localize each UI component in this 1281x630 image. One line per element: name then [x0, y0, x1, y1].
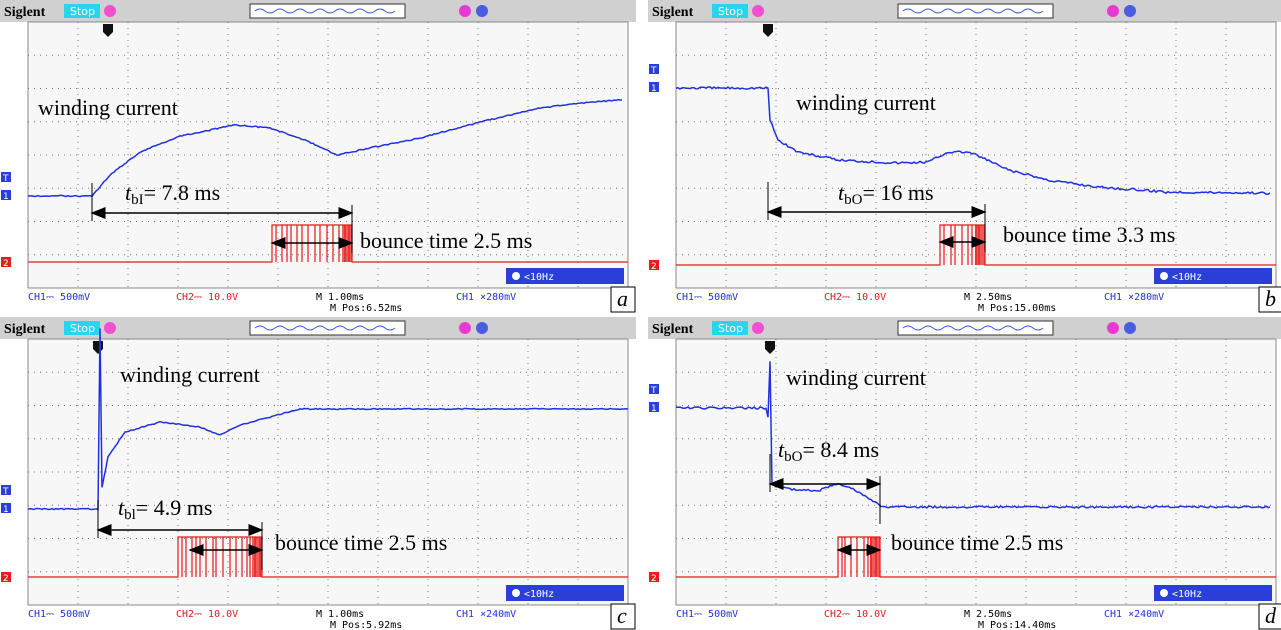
filter-icon — [1160, 272, 1168, 280]
marker: 2 — [3, 259, 9, 269]
bounce-fill — [975, 225, 985, 265]
status: Stop — [70, 322, 95, 335]
marker: 1 — [3, 505, 9, 515]
t-value: = 7.8 ms — [144, 180, 221, 205]
footer-trigger: CH1 ⨯240mV — [456, 609, 516, 620]
marker: T — [650, 66, 657, 76]
icon — [459, 5, 471, 17]
status: Stop — [718, 5, 743, 18]
footer-ch1: CH1⎓ 500mV — [676, 609, 738, 620]
filter: <10Hz — [1172, 272, 1202, 283]
memory-bar — [250, 4, 405, 18]
memory-bar — [250, 321, 405, 335]
memory-bar — [898, 321, 1053, 335]
icon — [104, 5, 116, 17]
brand: Siglent — [4, 322, 46, 337]
bounce-label: bounce time 2.5 ms — [891, 530, 1063, 555]
filter-icon — [1160, 589, 1168, 597]
icon — [752, 322, 764, 334]
footer-ch2: CH2⎓ 10.0V — [824, 609, 886, 620]
filter: <10Hz — [1172, 589, 1202, 600]
annotation: winding current — [38, 95, 178, 120]
footer-trigger: CH1 ⨯280mV — [456, 292, 516, 303]
marker: 1 — [651, 404, 657, 414]
bounce-label: bounce time 2.5 ms — [275, 530, 447, 555]
t-value: = 4.9 ms — [136, 495, 213, 520]
panel-letter: d — [1265, 603, 1277, 628]
scope-panel: SiglentStopT12winding currenttbO= 8.4 ms… — [648, 317, 1281, 630]
brand: Siglent — [652, 322, 694, 337]
bounce-fill — [252, 537, 262, 577]
t-sub: bI — [131, 192, 144, 208]
annotation: winding current — [120, 362, 260, 387]
marker: T — [2, 174, 9, 184]
brand: Siglent — [652, 5, 694, 20]
bounce-fill — [870, 537, 880, 577]
footer-position: M Pos:6.52ms — [330, 303, 402, 313]
icon — [752, 5, 764, 17]
icon — [1107, 322, 1119, 334]
filter-icon — [512, 589, 520, 597]
footer-ch2: CH2⎓ 10.0V — [176, 292, 238, 303]
bounce-label: bounce time 3.3 ms — [1003, 222, 1175, 247]
icon — [1124, 322, 1136, 334]
t-sub: bO — [784, 449, 803, 465]
figure: SiglentStopT12winding currenttbI= 7.8 ms… — [0, 0, 1281, 630]
marker: 1 — [651, 84, 657, 94]
footer-trigger: CH1 ⨯240mV — [1104, 609, 1164, 620]
filter-icon — [512, 272, 520, 280]
filter: <10Hz — [524, 272, 554, 283]
t-value: = 16 ms — [862, 180, 933, 205]
footer-ch2: CH2⎓ 10.0V — [824, 292, 886, 303]
footer-position: M Pos:14.40ms — [978, 620, 1056, 630]
footer-position: M Pos:5.92ms — [330, 620, 402, 630]
icon — [1124, 5, 1136, 17]
icon — [476, 5, 488, 17]
footer-ch1: CH1⎓ 500mV — [28, 609, 90, 620]
icon — [1107, 5, 1119, 17]
panel-letter: c — [617, 603, 627, 628]
panel-letter: a — [617, 286, 628, 311]
icon — [459, 322, 471, 334]
footer-ch1: CH1⎓ 500mV — [28, 292, 90, 303]
t-value: = 8.4 ms — [802, 437, 879, 462]
t-sub: bl — [124, 507, 136, 523]
footer-trigger: CH1 ⨯280mV — [1104, 292, 1164, 303]
annotation: winding current — [786, 365, 926, 390]
marker: T — [2, 487, 9, 497]
footer-timebase: M 1.00ms — [316, 292, 364, 303]
footer-ch2: CH2⎓ 10.0V — [176, 609, 238, 620]
footer-timebase: M 2.50ms — [964, 609, 1012, 620]
footer-ch1: CH1⎓ 500mV — [676, 292, 738, 303]
panel-letter: b — [1265, 286, 1276, 311]
marker: 2 — [651, 574, 657, 584]
status: Stop — [718, 322, 743, 335]
marker: 2 — [651, 262, 657, 272]
marker: 1 — [3, 192, 9, 202]
filter: <10Hz — [524, 589, 554, 600]
scope-panel: SiglentStopT12winding currenttbO= 16 msb… — [648, 0, 1281, 313]
brand: Siglent — [4, 5, 46, 20]
footer-timebase: M 2.50ms — [964, 292, 1012, 303]
footer-position: M Pos:15.00ms — [978, 303, 1056, 313]
icon — [476, 322, 488, 334]
bounce-label: bounce time 2.5 ms — [360, 228, 532, 253]
status: Stop — [70, 5, 95, 18]
marker: T — [650, 386, 657, 396]
footer-timebase: M 1.00ms — [316, 609, 364, 620]
annotation: winding current — [796, 90, 936, 115]
marker: 2 — [3, 574, 9, 584]
icon — [104, 322, 116, 334]
memory-bar — [898, 4, 1053, 18]
t-sub: bO — [844, 192, 863, 208]
